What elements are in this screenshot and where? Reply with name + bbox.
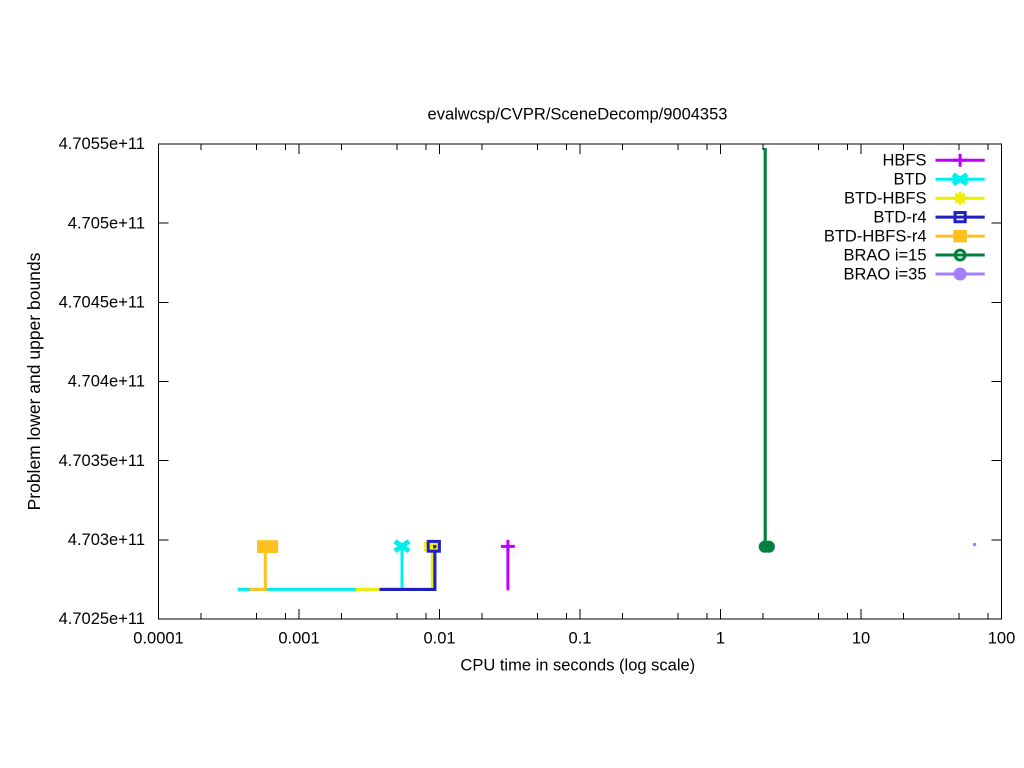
svg-text:0.01: 0.01 (423, 629, 455, 647)
svg-text:1: 1 (716, 629, 725, 647)
svg-text:0.1: 0.1 (569, 629, 592, 647)
svg-text:4.705e+11: 4.705e+11 (68, 214, 145, 232)
svg-text:0.0001: 0.0001 (133, 629, 183, 647)
svg-text:4.7045e+11: 4.7045e+11 (59, 294, 145, 312)
svg-text:HBFS: HBFS (882, 152, 926, 170)
svg-text:BRAO i=35: BRAO i=35 (844, 265, 927, 283)
svg-text:BTD-r4: BTD-r4 (873, 209, 926, 227)
svg-text:evalwcsp/CVPR/SceneDecomp/9004: evalwcsp/CVPR/SceneDecomp/9004353 (428, 105, 728, 123)
svg-text:4.7035e+11: 4.7035e+11 (59, 452, 145, 470)
svg-text:4.703e+11: 4.703e+11 (68, 531, 145, 549)
svg-text:BTD-HBFS-r4: BTD-HBFS-r4 (824, 228, 927, 246)
svg-text:BTD-HBFS: BTD-HBFS (844, 190, 927, 208)
svg-text:4.7055e+11: 4.7055e+11 (59, 135, 145, 153)
svg-text:0.001: 0.001 (278, 629, 319, 647)
svg-text:BRAO i=15: BRAO i=15 (844, 246, 927, 264)
svg-text:BTD: BTD (894, 171, 927, 189)
svg-text:10: 10 (852, 629, 870, 647)
svg-text:100: 100 (988, 629, 1016, 647)
svg-text:Problem lower and upper bounds: Problem lower and upper bounds (24, 252, 44, 510)
svg-text:4.704e+11: 4.704e+11 (68, 373, 145, 391)
svg-text:4.7025e+11: 4.7025e+11 (59, 610, 145, 628)
svg-text:CPU time in seconds (log scale: CPU time in seconds (log scale) (460, 656, 695, 674)
